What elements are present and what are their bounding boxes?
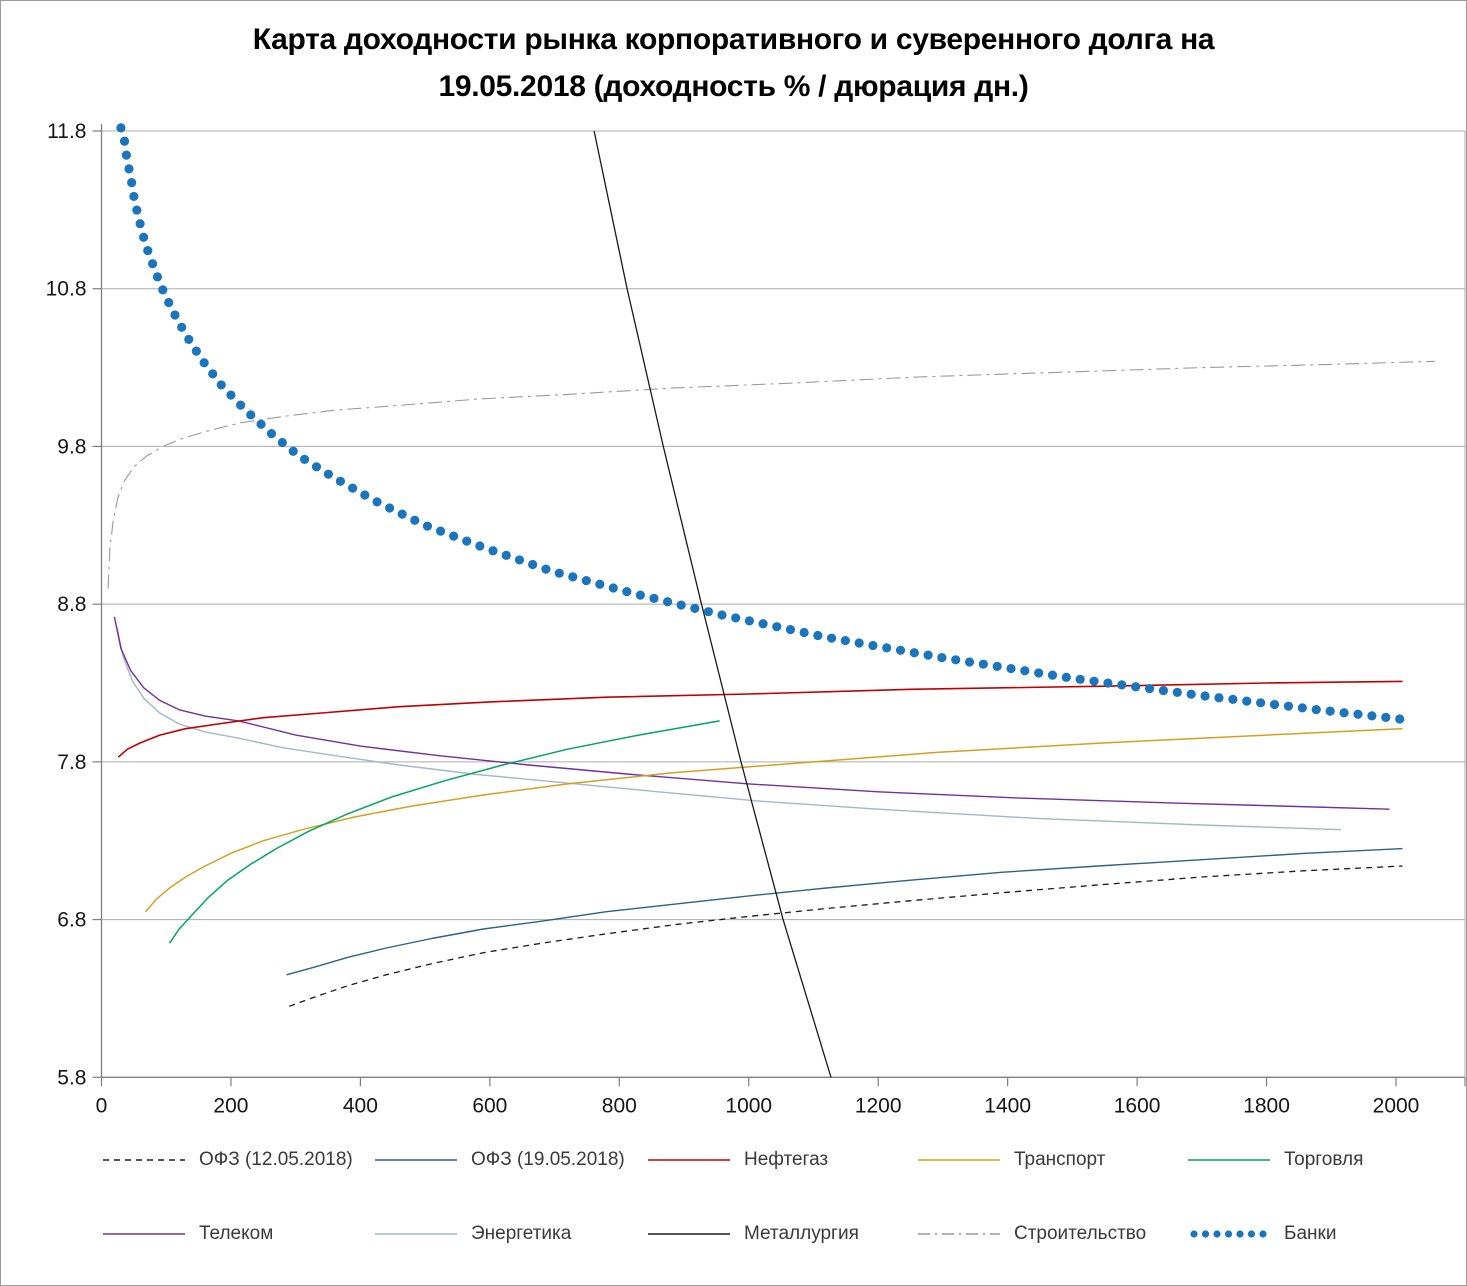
legend-label: Телеком bbox=[199, 1223, 274, 1244]
x-tick-label: 1600 bbox=[1114, 1094, 1161, 1117]
series-Строительство bbox=[107, 360, 1435, 589]
y-tick-label: 7.8 bbox=[57, 751, 86, 774]
legend-item: Энергетика bbox=[373, 1221, 571, 1247]
series-Банки bbox=[116, 123, 1405, 724]
legend-item: Банки bbox=[1186, 1221, 1336, 1247]
legend-label: Банки bbox=[1284, 1223, 1337, 1244]
legend-item: Металлургия bbox=[646, 1221, 859, 1247]
series-Энергетика bbox=[116, 627, 1342, 831]
x-tick-label: 1200 bbox=[855, 1094, 902, 1117]
series-ОФЗ (19.05.2018) bbox=[286, 847, 1403, 976]
legend-item: Нефтегаз bbox=[646, 1147, 828, 1173]
legend-label: Металлургия bbox=[744, 1223, 859, 1244]
series-Металлургия bbox=[593, 130, 832, 1078]
x-tick-label: 600 bbox=[472, 1094, 507, 1117]
legend-item: ОФЗ (19.05.2018) bbox=[373, 1147, 625, 1173]
legend-label: ОФЗ (19.05.2018) bbox=[471, 1149, 625, 1170]
legend-swatch bbox=[103, 1233, 185, 1235]
series-ОФЗ (12.05.2018) bbox=[288, 865, 1403, 1007]
y-tick-label: 11.8 bbox=[47, 120, 86, 143]
legend-label: Нефтегаз bbox=[744, 1149, 829, 1170]
legend-label: Транспорт bbox=[1014, 1149, 1106, 1170]
legend-swatch bbox=[103, 1159, 185, 1161]
legend-label: Торговля bbox=[1284, 1149, 1364, 1170]
x-tick-label: 2000 bbox=[1373, 1094, 1420, 1117]
series-Транспорт bbox=[144, 727, 1403, 913]
legend-swatch bbox=[918, 1159, 1000, 1161]
x-tick-label: 1400 bbox=[984, 1094, 1031, 1117]
x-tick-label: 1000 bbox=[725, 1094, 772, 1117]
legend-label: Строительство bbox=[1014, 1223, 1147, 1244]
legend-item: Торговля bbox=[1186, 1147, 1363, 1173]
y-tick-label: 10.8 bbox=[46, 278, 87, 301]
legend-swatch bbox=[1188, 1159, 1270, 1161]
x-tick-label: 0 bbox=[96, 1094, 108, 1117]
legend-swatch bbox=[1190, 1230, 1267, 1238]
legend-label: ОФЗ (12.05.2018) bbox=[199, 1149, 353, 1170]
legend-swatch bbox=[918, 1233, 1000, 1235]
y-tick-label: 9.8 bbox=[57, 435, 86, 458]
series-Телеком bbox=[113, 616, 1390, 810]
legend-item: Транспорт bbox=[916, 1147, 1105, 1173]
legend-swatch bbox=[375, 1159, 457, 1161]
chart-title: Карта доходности рынка корпоративного и … bbox=[252, 23, 1215, 103]
legend-swatch bbox=[648, 1233, 730, 1235]
series-Нефтегаз bbox=[117, 680, 1403, 758]
x-tick-label: 400 bbox=[343, 1094, 378, 1117]
y-tick-label: 6.8 bbox=[57, 909, 86, 932]
x-tick-label: 200 bbox=[213, 1094, 248, 1117]
series-Торговля bbox=[168, 720, 720, 944]
legend-item: Телеком bbox=[101, 1221, 273, 1247]
x-tick-label: 800 bbox=[602, 1094, 637, 1117]
legend-swatch bbox=[375, 1233, 457, 1235]
y-tick-label: 5.8 bbox=[57, 1066, 86, 1089]
legend-item: Строительство bbox=[916, 1221, 1146, 1247]
legend-label: Энергетика bbox=[471, 1223, 572, 1244]
y-tick-label: 8.8 bbox=[57, 593, 86, 616]
x-tick-label: 1800 bbox=[1243, 1094, 1290, 1117]
legend-item: ОФЗ (12.05.2018) bbox=[101, 1147, 353, 1173]
legend-swatch bbox=[648, 1159, 730, 1161]
